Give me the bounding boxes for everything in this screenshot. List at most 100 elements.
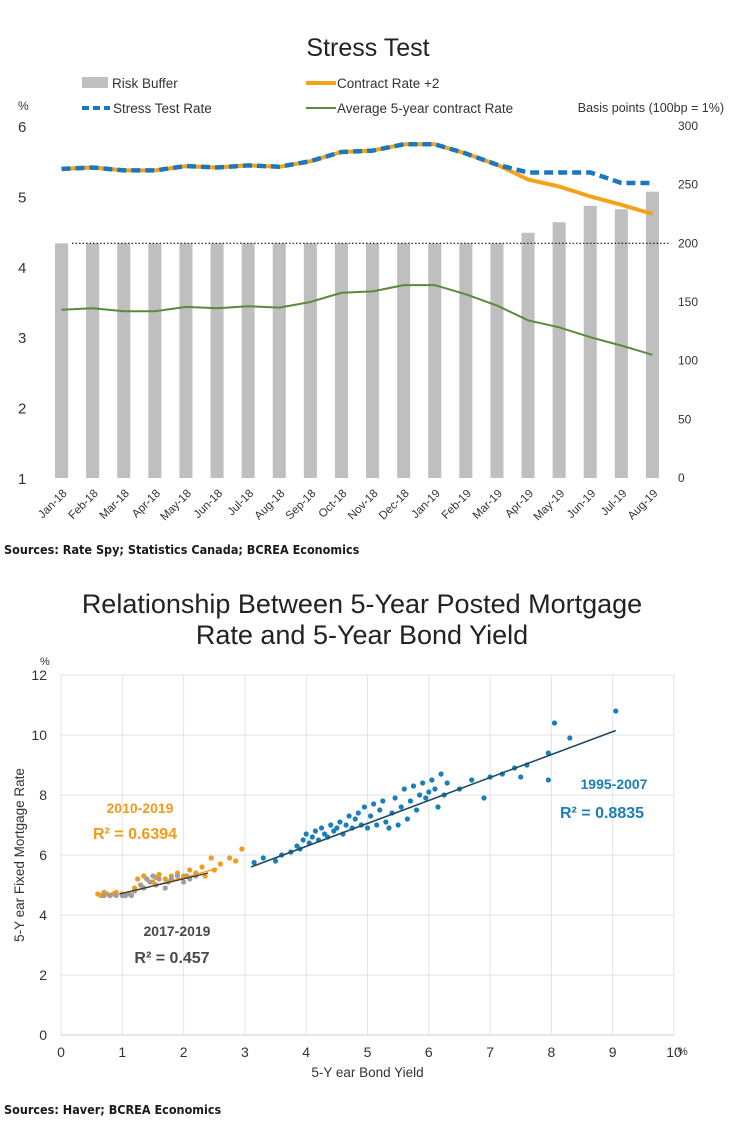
risk-buffer-bar bbox=[521, 232, 535, 478]
scatter-point-2010-2019 bbox=[217, 861, 223, 867]
series-label-1995-2007: 1995-2007 bbox=[581, 776, 648, 792]
scatter-point-1995-2007 bbox=[407, 798, 414, 804]
x-tick-label: Nov-18 bbox=[346, 488, 381, 523]
stress-test-sources: Sources: Rate Spy; Statistics Canada; BC… bbox=[4, 542, 360, 557]
r-squared-2017-2019: R² = 0.457 bbox=[134, 950, 209, 967]
risk-buffer-bar bbox=[334, 243, 348, 478]
chart-title: Stress Test bbox=[306, 34, 429, 62]
scatter-point-1995-2007 bbox=[432, 786, 438, 792]
scatter-point-1995-2007 bbox=[401, 786, 407, 792]
risk-buffer-bar bbox=[241, 243, 255, 478]
left-tick-label: 1 bbox=[18, 471, 26, 488]
x-tick-label: 8 bbox=[548, 1044, 556, 1060]
risk-buffer-bar bbox=[552, 222, 566, 478]
x-tick-label: 9 bbox=[609, 1044, 617, 1060]
scatter-point-1995-2007 bbox=[551, 720, 558, 726]
scatter-point-1995-2007 bbox=[352, 816, 358, 822]
risk-buffer-bar bbox=[148, 243, 162, 478]
scatter-point-1995-2007 bbox=[435, 804, 441, 810]
x-tick-label: May-18 bbox=[158, 488, 194, 524]
scatter-point-1995-2007 bbox=[337, 819, 343, 825]
scatter-point-2017-2019 bbox=[174, 873, 181, 879]
legend-label: Stress Test Rate bbox=[113, 101, 212, 116]
scatter-point-1995-2007 bbox=[260, 855, 266, 861]
scatter-point-1995-2007 bbox=[567, 735, 573, 741]
risk-buffer-bar bbox=[459, 243, 473, 478]
right-tick-label: 200 bbox=[678, 236, 698, 250]
scatter-point-1995-2007 bbox=[429, 777, 435, 783]
right-tick-label: 50 bbox=[678, 412, 692, 426]
risk-buffer-bar bbox=[272, 243, 286, 478]
legend-label: Risk Buffer bbox=[112, 76, 178, 91]
scatter-point-1995-2007 bbox=[318, 825, 325, 831]
left-axis-unit: % bbox=[18, 99, 29, 113]
scatter-point-2017-2019 bbox=[181, 879, 187, 885]
x-tick-label: 2 bbox=[180, 1044, 188, 1060]
scatter-point-1995-2007 bbox=[328, 822, 334, 828]
risk-buffer-bar bbox=[490, 243, 504, 478]
scatter-point-2010-2019 bbox=[187, 867, 193, 873]
y-tick-label: 0 bbox=[39, 1027, 47, 1043]
scatter-point-1995-2007 bbox=[417, 792, 423, 798]
scatter-point-1995-2007 bbox=[398, 804, 404, 810]
x-tick-label: 4 bbox=[302, 1044, 310, 1060]
right-tick-label: 100 bbox=[678, 354, 698, 368]
scatter-point-1995-2007 bbox=[374, 822, 380, 828]
scatter-point-1995-2007 bbox=[545, 777, 551, 783]
scatter-point-1995-2007 bbox=[312, 828, 318, 834]
scatter-point-2017-2019 bbox=[150, 873, 156, 879]
scatter-point-1995-2007 bbox=[545, 750, 551, 756]
right-tick-label: 150 bbox=[678, 295, 698, 309]
scatter-point-1995-2007 bbox=[334, 825, 340, 831]
scatter-point-1995-2007 bbox=[343, 822, 349, 828]
scatter-point-1995-2007 bbox=[404, 816, 410, 822]
left-tick-label: 3 bbox=[18, 330, 26, 347]
mortgage-bond-scatter-chart: Relationship Between 5-Year Posted Mortg… bbox=[12, 589, 688, 1080]
scatter-point-1995-2007 bbox=[355, 810, 361, 816]
x-tick-label: 7 bbox=[486, 1044, 494, 1060]
scatter-point-1995-2007 bbox=[392, 795, 398, 801]
scatter-point-2010-2019 bbox=[208, 855, 214, 861]
scatter-point-1995-2007 bbox=[481, 795, 487, 801]
y-axis-label: 5-Y ear Fixed Mortgage Rate bbox=[12, 768, 27, 942]
legend-swatch-risk-buffer bbox=[82, 77, 108, 88]
scatter-point-1995-2007 bbox=[361, 804, 368, 810]
r-squared-2010-2019: R² = 0.6394 bbox=[93, 826, 177, 843]
scatter-point-1995-2007 bbox=[386, 825, 392, 831]
chart-title-line-2: Rate and 5-Year Bond Yield bbox=[196, 620, 528, 650]
y-tick-label: 12 bbox=[31, 667, 47, 683]
right-axis-label: Basis points (100bp = 1%) bbox=[578, 101, 724, 115]
risk-buffer-bar bbox=[117, 243, 131, 478]
x-tick-label: Jun-18 bbox=[192, 488, 225, 521]
chart-title-line-1: Relationship Between 5-Year Posted Mortg… bbox=[82, 589, 642, 619]
right-tick-label: 300 bbox=[678, 119, 698, 133]
scatter-point-2017-2019 bbox=[101, 892, 107, 899]
left-tick-label: 5 bbox=[18, 189, 26, 206]
scatter-point-2017-2019 bbox=[147, 879, 153, 885]
scatter-point-1995-2007 bbox=[272, 858, 279, 864]
scatter-point-1995-2007 bbox=[380, 798, 386, 804]
stress-test-rate-line bbox=[61, 142, 653, 186]
x-tick-label: Dec-18 bbox=[377, 488, 412, 523]
scatter-point-1995-2007 bbox=[383, 819, 389, 825]
x-tick-label: Feb-18 bbox=[67, 488, 101, 522]
risk-buffer-bar bbox=[303, 243, 317, 478]
trend-line-1995-2007 bbox=[250, 729, 617, 868]
x-tick-label: Jan-18 bbox=[36, 488, 69, 521]
scatter-point-1995-2007 bbox=[309, 834, 315, 840]
scatter-point-2017-2019 bbox=[162, 885, 168, 891]
scatter-point-2010-2019 bbox=[226, 855, 233, 861]
scatter-point-2010-2019 bbox=[135, 876, 141, 882]
scatter-point-1995-2007 bbox=[395, 822, 401, 828]
y-axis-unit: % bbox=[40, 656, 50, 668]
scatter-point-1995-2007 bbox=[426, 789, 432, 795]
x-tick-label: Feb-19 bbox=[440, 488, 474, 522]
risk-buffer-bar bbox=[210, 243, 224, 478]
risk-buffer-bar bbox=[428, 243, 442, 478]
x-tick-label: May-19 bbox=[532, 488, 568, 524]
scatter-point-1995-2007 bbox=[303, 831, 309, 837]
risk-buffer-bar bbox=[55, 243, 69, 478]
scatter-point-2010-2019 bbox=[239, 846, 245, 852]
scatter-point-1995-2007 bbox=[371, 801, 377, 807]
x-tick-label: Sep-18 bbox=[284, 488, 319, 523]
